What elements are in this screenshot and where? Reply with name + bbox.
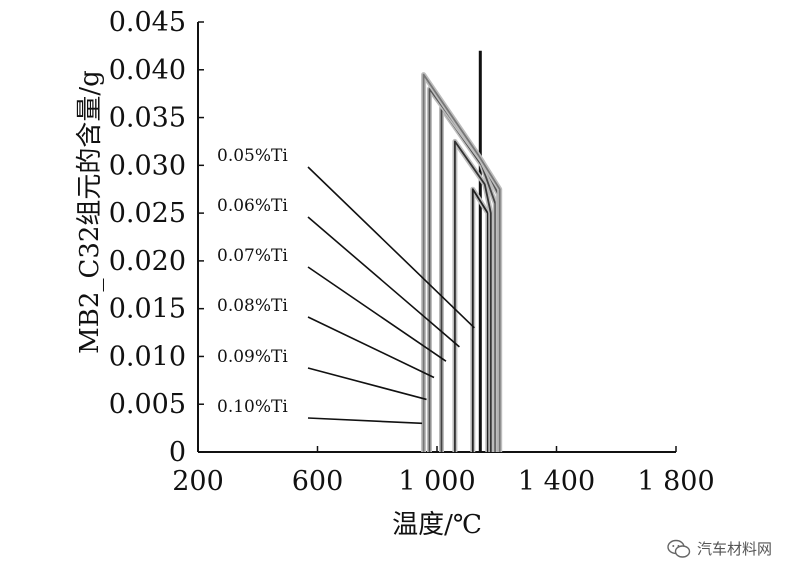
- series-layer: [421, 50, 503, 452]
- y-axis-title: MB2_C32组元的含量/g: [75, 70, 105, 354]
- y-tick-label: 0.005: [109, 389, 186, 420]
- series-line-0-06-ti: [471, 188, 489, 452]
- y-tick-label: 0.040: [109, 55, 186, 86]
- annotation-label: 0.08%Ti: [217, 296, 288, 316]
- x-axis-title: 温度/℃: [392, 510, 482, 540]
- annotation-label: 0.09%Ti: [217, 347, 288, 367]
- annotation-leader: [307, 216, 460, 348]
- annotation-leader: [307, 367, 427, 401]
- watermark: 汽车材料网: [667, 538, 772, 559]
- annotation-leader: [307, 166, 475, 329]
- y-tick-label: 0.010: [109, 341, 186, 372]
- annotation-label: 0.05%Ti: [217, 146, 288, 166]
- axes: 200 600 1 000 1 400 1 800 0 0.005 0.010 0.015 0.0…: [109, 7, 715, 497]
- y-tick-label: 0.045: [109, 7, 186, 38]
- y-tick-label: 0.020: [109, 246, 186, 277]
- x-tick-label: 1 000: [398, 466, 475, 497]
- annotation-label: 0.07%Ti: [217, 246, 288, 266]
- y-tick-label: 0: [169, 437, 186, 468]
- series-line-0-07-ti: [454, 140, 492, 452]
- x-tick-label: 600: [292, 466, 344, 497]
- annotation-label: 0.10%Ti: [217, 397, 288, 417]
- x-tick-label: 1 400: [518, 466, 595, 497]
- annotation-label: 0.06%Ti: [217, 196, 288, 216]
- wechat-icon: [667, 539, 691, 558]
- annotation-leader: [307, 266, 447, 362]
- annotation-leader: [307, 316, 435, 379]
- y-tick-label: 0.035: [109, 103, 186, 134]
- x-tick-label: 200: [172, 466, 224, 497]
- annotation-layer: 0.05%Ti 0.06%Ti 0.07%Ti 0.08%Ti 0.09%Ti 0.10%…: [217, 146, 475, 425]
- y-tick-label: 0.030: [109, 150, 186, 181]
- x-tick-label: 1 800: [637, 466, 714, 497]
- y-tick-label: 0.015: [109, 294, 186, 325]
- series-line-0-10-ti: [422, 73, 501, 452]
- y-tick-label: 0.025: [109, 198, 186, 229]
- annotation-leader: [307, 417, 423, 425]
- watermark-text: 汽车材料网: [696, 540, 772, 558]
